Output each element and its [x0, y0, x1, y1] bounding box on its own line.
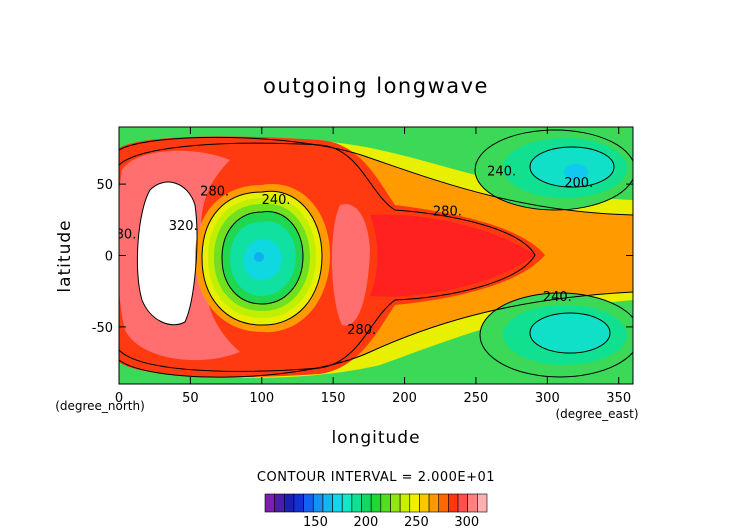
- x-tick-label: 100: [249, 391, 274, 406]
- colorbar-swatch: [361, 493, 372, 513]
- y-tick-label: 50: [96, 178, 113, 193]
- y-tick-label: 0: [105, 250, 113, 265]
- colorbar-swatch: [312, 493, 324, 513]
- contour-lines: [119, 129, 633, 378]
- colorbar-tick-label: 300: [454, 515, 479, 530]
- y-axis: -50 0 50: [92, 178, 633, 336]
- contour-label: 280.: [107, 227, 136, 242]
- contour-label: 240.: [543, 290, 572, 305]
- colorbar-swatch: [332, 493, 343, 513]
- colorbar-swatch: [322, 493, 333, 513]
- colorbar: 150 200 250 300: [264, 493, 488, 530]
- colorbar-swatch: [419, 493, 430, 513]
- contour-label: 280.: [200, 185, 229, 200]
- colorbar-swatch: [467, 493, 478, 513]
- colorbar-swatch: [274, 493, 285, 513]
- colorbar-tick-label: 200: [353, 515, 378, 530]
- colorbar-swatch: [399, 493, 411, 513]
- contour-label: 280.: [433, 205, 462, 220]
- colorbar-swatch: [438, 493, 449, 513]
- contour-interval-label: CONTOUR INTERVAL = 2.000E+01: [257, 470, 495, 485]
- x-tick-label: 200: [392, 391, 417, 406]
- colorbar-swatch: [457, 493, 468, 513]
- colorbar-swatch: [477, 493, 488, 513]
- chart-title: outgoing longwave: [263, 74, 489, 98]
- colorbar-swatch: [448, 493, 459, 513]
- contour-label: 240.: [262, 193, 291, 208]
- x-tick-label: 350: [606, 391, 631, 406]
- colorbar-swatch: [370, 493, 382, 513]
- x-tick-label: 150: [321, 391, 346, 406]
- colorbar-tick-label: 250: [404, 515, 429, 530]
- field-layer-white-max: [137, 182, 197, 325]
- colorbar-swatch: [293, 493, 304, 513]
- x-tick-label: 50: [182, 391, 199, 406]
- x-axis-label: longitude: [331, 428, 420, 448]
- contour-label: 200.: [564, 176, 593, 191]
- x-tick-label: 0: [115, 391, 123, 406]
- colorbar-swatch: [428, 493, 440, 513]
- contour-label: 280.: [347, 323, 376, 338]
- contour-label: 320.: [169, 219, 198, 234]
- x-tick-label: 300: [535, 391, 560, 406]
- colorbar-swatch: [380, 493, 391, 513]
- colorbar-swatch: [351, 493, 362, 513]
- contour-label: 240.: [487, 165, 516, 180]
- x-tick-label: 250: [464, 391, 489, 406]
- colorbar-tick-label: 150: [303, 515, 328, 530]
- colorbar-swatch: [303, 493, 314, 513]
- y-tick-label: -50: [92, 321, 113, 336]
- y-axis-label: latitude: [55, 219, 75, 292]
- y-unit-label: (degree_north): [55, 399, 145, 413]
- colorbar-swatch: [390, 493, 401, 513]
- colorbar-swatch: [341, 493, 353, 513]
- colorbar-swatch: [409, 493, 420, 513]
- plot-area: 280. 320. 280. 240. 280. 240. 200. 240. 280.: [107, 127, 633, 384]
- colorbar-swatch: [264, 493, 275, 513]
- field-low-olr-southeast: [480, 293, 633, 377]
- field-low-olr-center: [195, 184, 330, 333]
- colorbar-swatch: [284, 493, 295, 513]
- field-layer-deep-red: [370, 214, 535, 297]
- field-layer-pink-mid: [331, 204, 370, 326]
- x-axis: 0 50 100 150 200 250 300 350: [115, 127, 631, 406]
- x-unit-label: (degree_east): [555, 407, 638, 421]
- contour-labels: 280. 320. 280. 240. 280. 240. 200. 240. 280.: [107, 165, 593, 338]
